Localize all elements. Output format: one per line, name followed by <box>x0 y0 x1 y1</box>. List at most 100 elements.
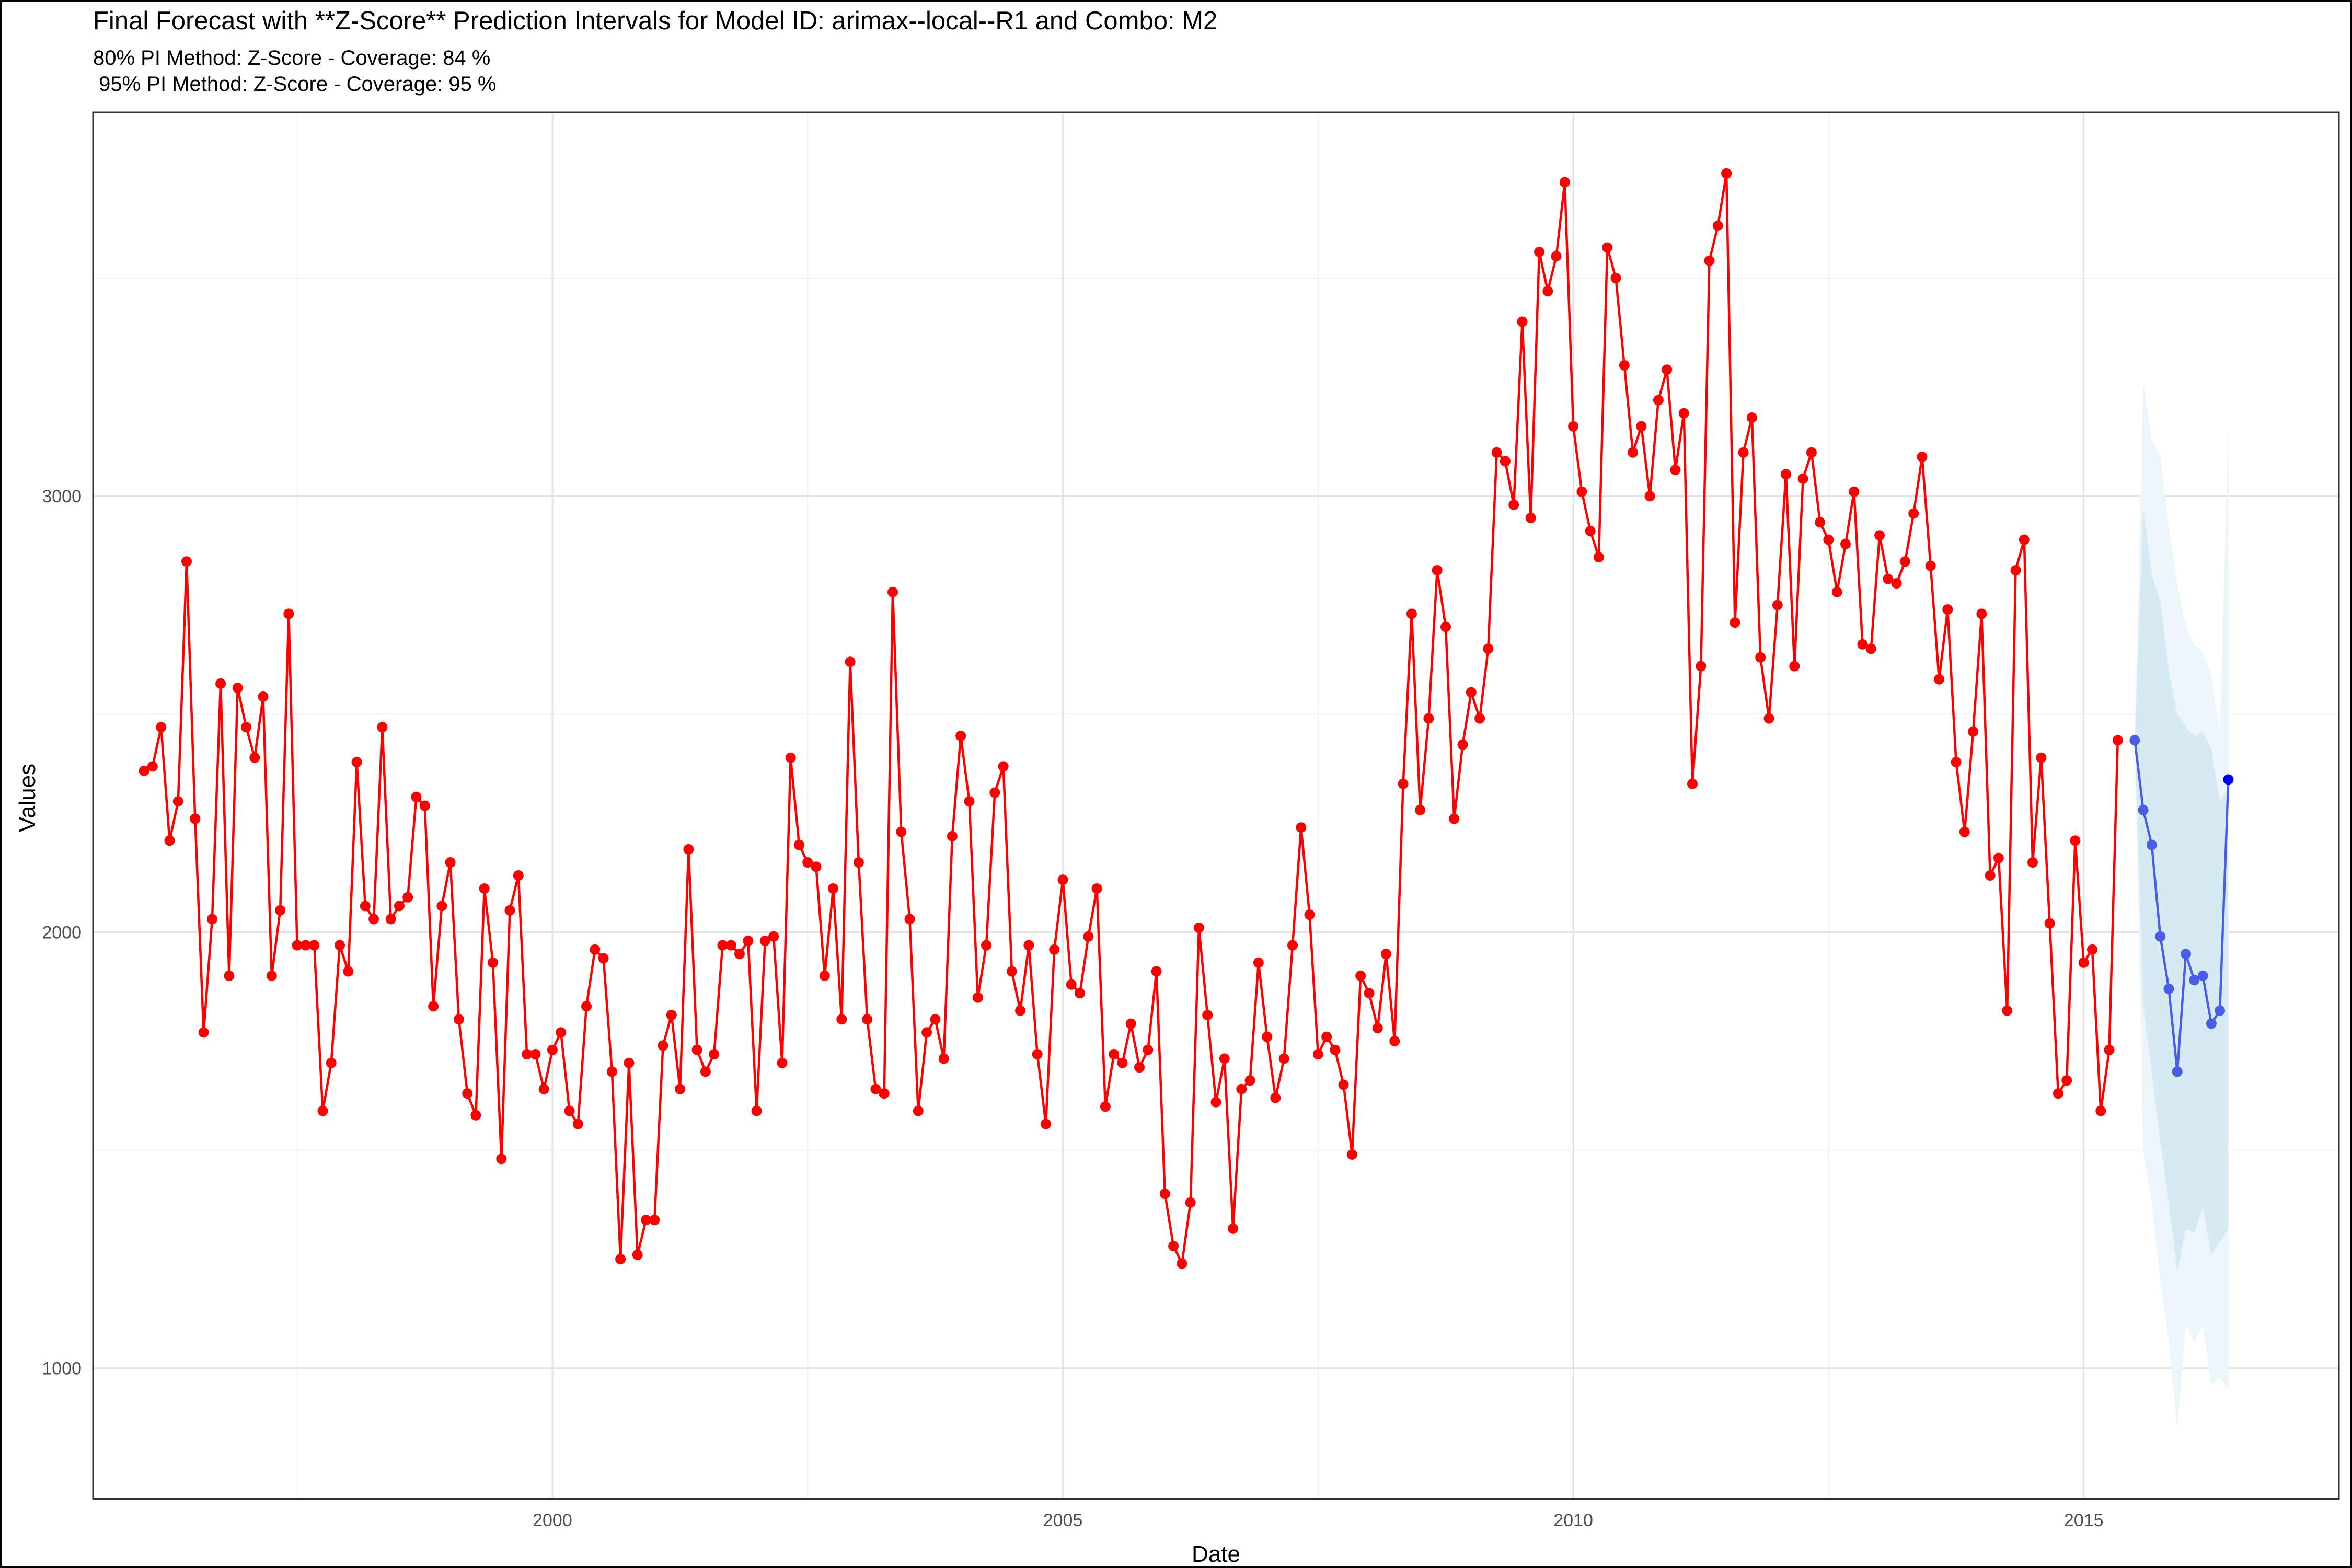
actual-point <box>1781 469 1791 480</box>
actual-point <box>785 752 796 763</box>
series-points <box>139 168 2234 1269</box>
actual-point <box>292 940 303 951</box>
actual-point <box>768 931 779 942</box>
actual-point <box>411 791 422 802</box>
actual-point <box>1253 957 1264 968</box>
x-axis-label: Date <box>1192 1541 1240 1567</box>
actual-point <box>1831 586 1842 597</box>
actual-point <box>1789 661 1800 672</box>
actual-point <box>675 1083 686 1094</box>
actual-point <box>606 1066 617 1077</box>
actual-point <box>1628 447 1638 458</box>
actual-point <box>1610 273 1621 283</box>
actual-point <box>266 970 277 981</box>
actual-point <box>1381 949 1391 960</box>
actual-point <box>1023 940 1034 951</box>
forecast-point <box>2146 839 2157 850</box>
actual-point <box>1287 940 1298 951</box>
y-tick-label: 3000 <box>42 487 82 506</box>
prediction-interval-bands <box>2135 383 2229 1429</box>
actual-point <box>538 1083 549 1094</box>
actual-point <box>556 1027 567 1038</box>
actual-point <box>377 722 388 733</box>
chart-subtitle-80: 80% PI Method: Z-Score - Coverage: 84 % <box>93 47 491 70</box>
actual-point <box>1959 826 1970 837</box>
actual-point <box>1653 395 1664 406</box>
actual-point <box>547 1044 558 1055</box>
axis-ticks: 2000 2005 2010 2015 1000 2000 3000 <box>42 487 2103 1530</box>
actual-point <box>2044 918 2055 929</box>
actual-point <box>759 936 770 947</box>
actual-point <box>1712 220 1723 231</box>
actual-point <box>1857 639 1868 650</box>
actual-point <box>1177 1258 1187 1269</box>
actual-point <box>1440 621 1451 632</box>
actual-point <box>522 1049 533 1059</box>
actual-point <box>1049 944 1060 955</box>
actual-point <box>488 957 498 968</box>
actual-point <box>998 761 1009 772</box>
actual-point <box>2002 1005 2013 1016</box>
actual-point <box>215 678 226 689</box>
actual-point <box>419 800 430 811</box>
actual-point <box>1466 687 1477 698</box>
actual-point <box>2112 735 2123 746</box>
actual-point <box>1006 966 1017 977</box>
actual-point <box>1134 1062 1145 1073</box>
actual-point <box>436 901 447 912</box>
actual-point <box>853 857 864 868</box>
actual-point <box>1602 242 1613 253</box>
y-tick-label: 1000 <box>42 1359 82 1379</box>
actual-point <box>691 1044 702 1055</box>
actual-point <box>206 914 217 925</box>
forecast-point <box>2163 983 2174 994</box>
actual-point <box>1797 473 1808 484</box>
x-tick-label: 2005 <box>1043 1511 1083 1530</box>
forecast-point <box>2155 931 2166 942</box>
actual-point <box>1849 486 1860 497</box>
actual-point <box>1041 1119 1051 1129</box>
actual-point <box>1874 530 1885 541</box>
forecast-point <box>2172 1066 2183 1077</box>
actual-point <box>1500 456 1511 467</box>
actual-point <box>955 731 966 741</box>
actual-point <box>2036 752 2047 763</box>
x-tick-label: 2000 <box>533 1511 572 1530</box>
actual-point <box>1738 447 1749 458</box>
actual-point <box>1236 1083 1247 1094</box>
actual-point <box>904 914 915 925</box>
actual-point <box>1899 556 1910 567</box>
actual-point <box>624 1057 635 1068</box>
actual-point <box>1644 491 1655 502</box>
actual-point <box>198 1027 209 1038</box>
actual-point <box>1262 1031 1273 1042</box>
forecast-point <box>2189 975 2200 986</box>
actual-point <box>190 813 201 824</box>
actual-point <box>1806 447 1817 458</box>
actual-series-line <box>143 172 2119 1265</box>
actual-point <box>1815 517 1826 528</box>
actual-point <box>700 1066 711 1077</box>
actual-point <box>1721 168 1732 179</box>
actual-point <box>1109 1049 1120 1059</box>
actual-point <box>947 831 958 841</box>
actual-point <box>1823 534 1834 545</box>
grid-major <box>93 112 2339 1499</box>
actual-point <box>147 761 158 772</box>
actual-point <box>1670 465 1681 476</box>
actual-point <box>1925 560 1936 571</box>
actual-point <box>1763 713 1774 724</box>
actual-point <box>666 1010 677 1020</box>
actual-point <box>368 914 379 925</box>
actual-point <box>828 883 839 894</box>
actual-point <box>845 656 856 667</box>
actual-point <box>181 556 192 567</box>
actual-point <box>1865 643 1876 654</box>
actual-point <box>615 1254 626 1265</box>
actual-point <box>462 1088 473 1099</box>
actual-point <box>972 992 983 1003</box>
actual-point <box>1917 452 1928 463</box>
actual-point <box>2061 1075 2072 1086</box>
actual-point <box>428 1001 439 1012</box>
